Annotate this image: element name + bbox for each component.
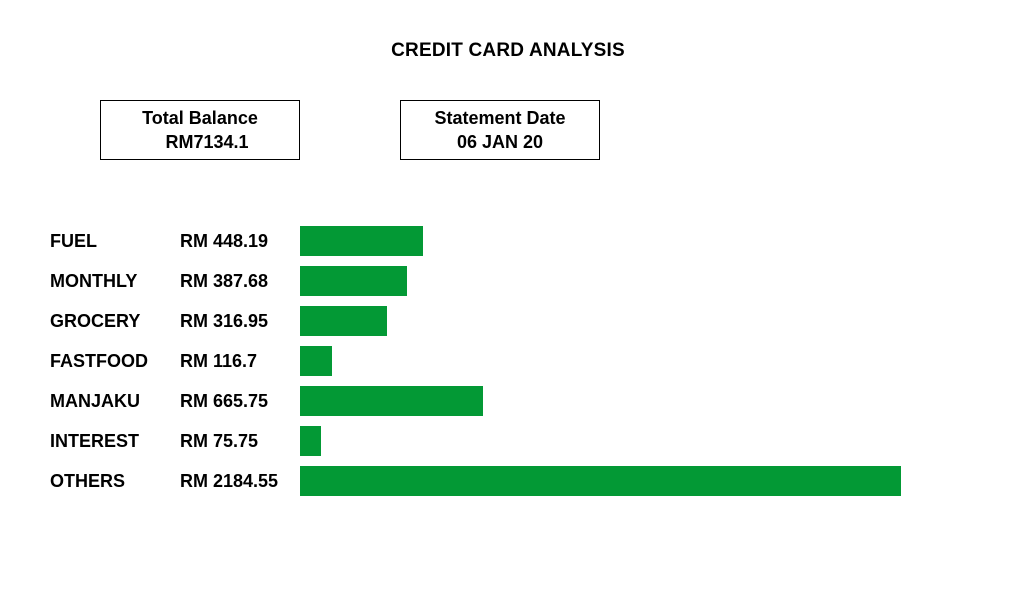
bar-monthly bbox=[300, 266, 407, 296]
bar-others bbox=[300, 466, 901, 496]
category-label-monthly: MONTHLY bbox=[50, 271, 138, 291]
total-balance-value: RM7134.1 bbox=[165, 132, 249, 152]
category-label-manjaku: MANJAKU bbox=[50, 391, 140, 411]
amount-label-others: RM 2184.55 bbox=[180, 471, 279, 491]
bar-fuel bbox=[300, 226, 423, 256]
statement-date-box: Statement Date 06 JAN 20 bbox=[400, 100, 600, 160]
amount-label-monthly: RM 387.68 bbox=[180, 271, 269, 291]
category-label-fuel: FUEL bbox=[50, 231, 97, 251]
amount-label-fastfood: RM 116.7 bbox=[180, 351, 258, 371]
bar-grocery bbox=[300, 306, 387, 336]
amount-label-manjaku: RM 665.75 bbox=[180, 391, 269, 411]
category-label-interest: INTEREST bbox=[50, 431, 140, 451]
amount-label-grocery: RM 316.95 bbox=[180, 311, 269, 331]
statement-date-value: 06 JAN 20 bbox=[456, 132, 544, 152]
amount-label-fuel: RM 448.19 bbox=[180, 231, 269, 251]
category-label-fastfood: FASTFOOD bbox=[50, 351, 148, 371]
category-label-grocery: GROCERY bbox=[50, 311, 141, 331]
amount-label-interest: RM 75.75 bbox=[180, 431, 259, 451]
category-label-others: OTHERS bbox=[50, 471, 126, 491]
bar-fastfood bbox=[300, 346, 332, 376]
bar-manjaku bbox=[300, 386, 483, 416]
total-balance-box: Total Balance RM7134.1 bbox=[100, 100, 300, 160]
total-balance-label: Total Balance bbox=[142, 108, 258, 128]
bar-interest bbox=[300, 426, 321, 456]
statement-date-label: Statement Date bbox=[434, 108, 566, 128]
page-title: CREDIT CARD ANALYSIS bbox=[391, 40, 625, 61]
